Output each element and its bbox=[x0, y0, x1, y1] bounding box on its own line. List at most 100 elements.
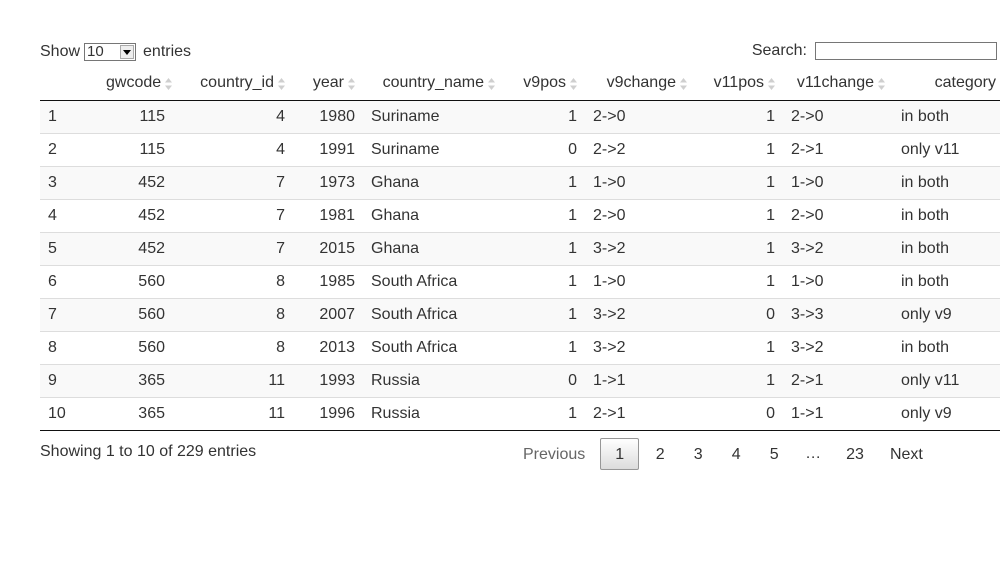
table-cell-category: only v11 bbox=[893, 363, 1000, 397]
table-cell-v11pos: 1 bbox=[695, 198, 783, 232]
table-cell-gwcode: 115 bbox=[98, 100, 173, 133]
table-cell-v9pos: 1 bbox=[503, 231, 585, 265]
table-row[interactable]: 4 452 7 1981 Ghana 1 2->0 1 2->0 in both bbox=[40, 198, 1000, 232]
table-row[interactable]: 6 560 8 1985 South Africa 1 1->0 1 1->0 in both bbox=[40, 264, 1000, 298]
page-button-1[interactable]: 1 bbox=[600, 438, 640, 470]
column-header-v11pos[interactable]: v11pos bbox=[695, 66, 783, 101]
table-cell-year: 1980 bbox=[293, 100, 363, 133]
table-cell-index: 2 bbox=[40, 132, 98, 166]
table-cell-v9change: 3->2 bbox=[585, 297, 695, 331]
table-cell-v9change: 1->1 bbox=[585, 363, 695, 397]
table-cell-year: 2007 bbox=[293, 297, 363, 331]
table-cell-country_id: 11 bbox=[173, 363, 293, 397]
table-cell-v9pos: 1 bbox=[503, 297, 585, 331]
column-header-country_id[interactable]: country_id bbox=[173, 66, 293, 101]
table-cell-category: in both bbox=[893, 165, 1000, 199]
table-cell-year: 1973 bbox=[293, 165, 363, 199]
table-cell-category: only v9 bbox=[893, 396, 1000, 431]
table-cell-country_name: Ghana bbox=[363, 165, 503, 199]
table-cell-index: 8 bbox=[40, 330, 98, 364]
table-cell-v9change: 3->2 bbox=[585, 231, 695, 265]
search-input[interactable] bbox=[815, 42, 997, 60]
table-cell-category: in both bbox=[893, 100, 1000, 133]
table-cell-category: in both bbox=[893, 231, 1000, 265]
table-cell-country_name: Ghana bbox=[363, 198, 503, 232]
column-header-label: v9pos bbox=[523, 73, 566, 91]
sort-both-icon bbox=[680, 77, 687, 90]
table-row[interactable]: 1 115 4 1980 Suriname 1 2->0 1 2->0 in both bbox=[40, 100, 1000, 133]
column-header-category[interactable]: category bbox=[893, 66, 1000, 101]
table-cell-country_id: 8 bbox=[173, 297, 293, 331]
column-header-label: v9change bbox=[606, 73, 676, 91]
table-header-row: gwcode country_id year country_name v9pos v9c… bbox=[40, 66, 1000, 101]
table-cell-v9pos: 1 bbox=[503, 165, 585, 199]
table-cell-country_id: 8 bbox=[173, 264, 293, 298]
table-row[interactable]: 10 365 11 1996 Russia 1 2->1 0 1->1 only v9 bbox=[40, 396, 1000, 431]
table-cell-v9change: 1->0 bbox=[585, 264, 695, 298]
dropdown-arrow-icon[interactable] bbox=[120, 45, 135, 59]
table-cell-index: 7 bbox=[40, 297, 98, 331]
table-cell-v9pos: 1 bbox=[503, 330, 585, 364]
table-cell-v11change: 2->0 bbox=[783, 198, 893, 232]
table-row[interactable]: 5 452 7 2015 Ghana 1 3->2 1 3->2 in both bbox=[40, 231, 1000, 265]
table-cell-index: 6 bbox=[40, 264, 98, 298]
table-cell-v9pos: 1 bbox=[503, 100, 585, 133]
table-cell-v11pos: 1 bbox=[695, 132, 783, 166]
column-header-label: country_id bbox=[200, 73, 274, 91]
table-cell-v11change: 2->1 bbox=[783, 363, 893, 397]
entries-select[interactable]: 10 bbox=[84, 43, 137, 61]
table-cell-country_name: South Africa bbox=[363, 330, 503, 364]
table-row[interactable]: 7 560 8 2007 South Africa 1 3->2 0 3->3 only v9 bbox=[40, 297, 1000, 331]
table-cell-v9pos: 1 bbox=[503, 198, 585, 232]
table-cell-category: in both bbox=[893, 198, 1000, 232]
column-header-year[interactable]: year bbox=[293, 66, 363, 101]
next-button[interactable]: Next bbox=[889, 446, 923, 463]
page-button-3[interactable]: 3 bbox=[693, 446, 703, 463]
table-row[interactable]: 3 452 7 1973 Ghana 1 1->0 1 1->0 in both bbox=[40, 165, 1000, 199]
table-cell-index: 9 bbox=[40, 363, 98, 397]
table-cell-year: 1993 bbox=[293, 363, 363, 397]
column-header-v9change[interactable]: v9change bbox=[585, 66, 695, 101]
table-cell-gwcode: 365 bbox=[98, 396, 173, 431]
column-header-country_name[interactable]: country_name bbox=[363, 66, 503, 101]
column-header-label: country_name bbox=[382, 73, 484, 91]
table-cell-gwcode: 560 bbox=[98, 330, 173, 364]
column-header-label: year bbox=[312, 73, 344, 91]
table-cell-country_id: 7 bbox=[173, 198, 293, 232]
column-header-label: gwcode bbox=[106, 73, 162, 91]
page-button-last[interactable]: 23 bbox=[846, 446, 864, 463]
page-button-2[interactable]: 2 bbox=[655, 446, 665, 463]
table-controls: Show 10 entries Search: bbox=[40, 42, 1000, 64]
table-cell-v11change: 1->0 bbox=[783, 165, 893, 199]
entries-select-value: 10 bbox=[87, 43, 104, 60]
page-button-4[interactable]: 4 bbox=[731, 446, 741, 463]
previous-button[interactable]: Previous bbox=[523, 446, 586, 463]
column-header-index[interactable] bbox=[40, 66, 98, 101]
table-cell-year: 2013 bbox=[293, 330, 363, 364]
table-cell-year: 2015 bbox=[293, 231, 363, 265]
column-header-gwcode[interactable]: gwcode bbox=[98, 66, 173, 101]
table-cell-country_id: 7 bbox=[173, 231, 293, 265]
table-cell-category: only v11 bbox=[893, 132, 1000, 166]
table-cell-year: 1991 bbox=[293, 132, 363, 166]
table-row[interactable]: 8 560 8 2013 South Africa 1 3->2 1 3->2 in both bbox=[40, 330, 1000, 364]
column-header-v11change[interactable]: v11change bbox=[783, 66, 893, 101]
column-header-v9pos[interactable]: v9pos bbox=[503, 66, 585, 101]
sort-both-icon bbox=[570, 77, 577, 90]
data-table: gwcode country_id year country_name v9pos v9c… bbox=[40, 66, 1000, 431]
table-cell-v11change: 1->0 bbox=[783, 264, 893, 298]
table-cell-gwcode: 365 bbox=[98, 363, 173, 397]
table-row[interactable]: 2 115 4 1991 Suriname 0 2->2 1 2->1 only v11 bbox=[40, 132, 1000, 166]
sort-both-icon bbox=[278, 77, 285, 90]
table-cell-v9pos: 1 bbox=[503, 264, 585, 298]
table-cell-v11pos: 1 bbox=[695, 100, 783, 133]
page-button-5[interactable]: 5 bbox=[769, 446, 779, 463]
table-cell-country_name: Russia bbox=[363, 363, 503, 397]
table-cell-country_name: Suriname bbox=[363, 132, 503, 166]
table-cell-v9change: 2->0 bbox=[585, 198, 695, 232]
table-cell-country_name: Russia bbox=[363, 396, 503, 431]
sort-both-icon bbox=[768, 77, 775, 90]
table-info: Showing 1 to 10 of 229 entries bbox=[40, 443, 257, 460]
table-cell-v9change: 3->2 bbox=[585, 330, 695, 364]
table-row[interactable]: 9 365 11 1993 Russia 0 1->1 1 2->1 only v11 bbox=[40, 363, 1000, 397]
